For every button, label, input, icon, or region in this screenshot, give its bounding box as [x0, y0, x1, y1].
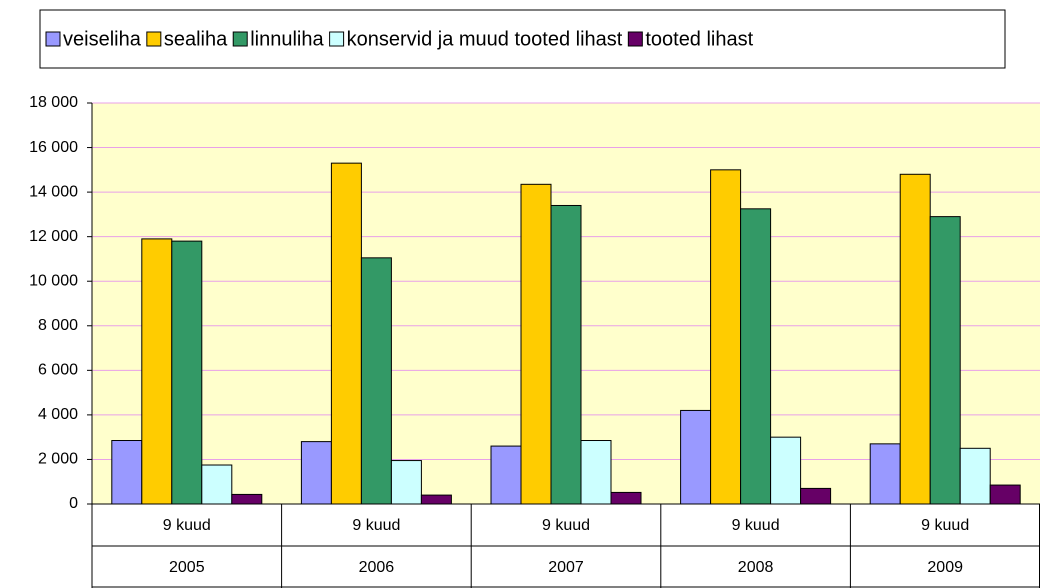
bar	[201, 464, 233, 505]
bar	[869, 443, 901, 505]
legend-box	[39, 9, 1006, 69]
legend-label: tooted lihast	[645, 28, 753, 50]
legend-swatch	[627, 31, 643, 47]
bar	[490, 445, 522, 505]
y-tick-label: 14 000	[29, 183, 78, 200]
bar	[520, 183, 552, 505]
legend-swatch	[45, 31, 61, 47]
x-tick-label: 2009	[927, 559, 963, 576]
legend-label: veiseliha	[63, 28, 142, 50]
x-tick-label: 2008	[738, 559, 774, 576]
bar	[111, 440, 143, 505]
bar	[929, 216, 961, 505]
x-tick-label: 9 kuud	[921, 517, 969, 534]
bar	[171, 240, 203, 505]
y-tick-label: 18 000	[29, 94, 78, 111]
legend-label: linnuliha	[250, 28, 324, 50]
bar	[959, 447, 991, 505]
y-tick-label: 12 000	[29, 228, 78, 245]
bar	[360, 257, 392, 505]
bar	[899, 173, 931, 505]
y-tick-label: 8 000	[38, 317, 78, 334]
legend-swatch	[146, 31, 162, 47]
bar	[740, 208, 772, 505]
bar	[330, 162, 362, 505]
bar	[300, 441, 332, 505]
y-tick-label: 10 000	[29, 272, 78, 289]
bar	[420, 494, 452, 505]
bar	[710, 169, 742, 505]
y-tick-label: 0	[69, 495, 78, 512]
legend-swatch	[329, 31, 345, 47]
y-tick-label: 6 000	[38, 362, 78, 379]
legend-swatch	[232, 31, 248, 47]
bar	[231, 493, 263, 505]
legend-label: sealiha	[164, 28, 228, 50]
x-tick-label: 2006	[359, 559, 395, 576]
bar	[580, 440, 612, 505]
bar	[390, 460, 422, 505]
y-tick-label: 2 000	[38, 451, 78, 468]
bar	[989, 484, 1021, 505]
legend-label: konservid ja muud tooted lihast	[347, 28, 623, 50]
bar	[610, 491, 642, 505]
x-tick-label: 9 kuud	[352, 517, 400, 534]
bar	[141, 238, 173, 505]
x-tick-label: 2005	[169, 559, 205, 576]
x-tick-label: 2007	[548, 559, 584, 576]
bar	[770, 436, 802, 505]
x-tick-label: 9 kuud	[542, 517, 590, 534]
bar	[550, 204, 582, 505]
y-tick-label: 16 000	[29, 139, 78, 156]
x-tick-label: 9 kuud	[163, 517, 211, 534]
bar	[680, 409, 712, 505]
y-tick-label: 4 000	[38, 406, 78, 423]
x-tick-label: 9 kuud	[732, 517, 780, 534]
bar	[800, 487, 832, 505]
